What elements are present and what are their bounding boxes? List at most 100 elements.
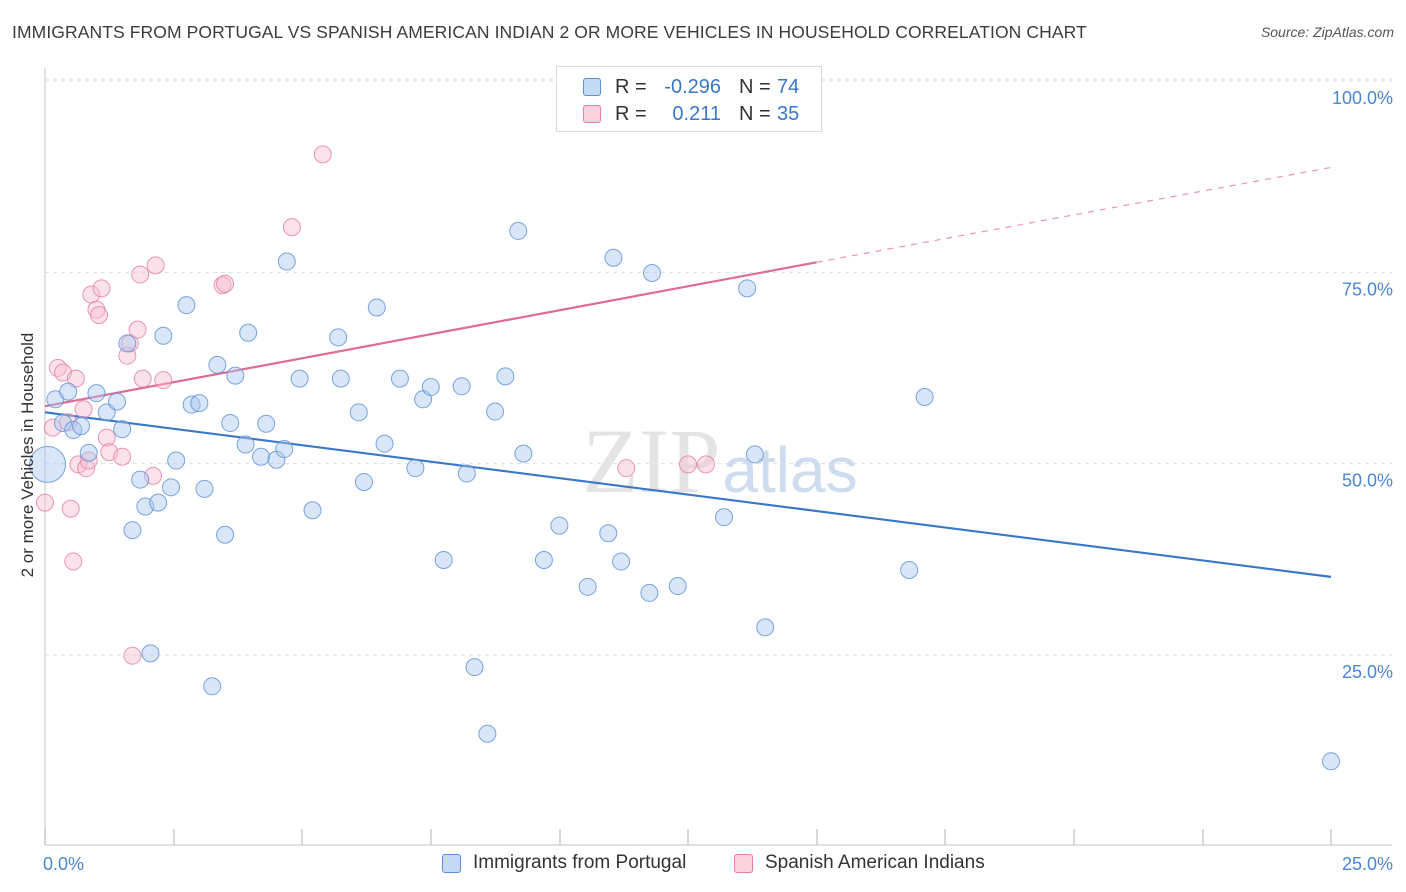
point-portugal (195, 479, 214, 498)
point-portugal (131, 470, 150, 489)
grid-lines (45, 78, 1392, 656)
point-spanish-american-indian (74, 400, 93, 419)
point-portugal (141, 644, 160, 663)
trend-lines (44, 166, 1332, 578)
legend-r-label: R = (615, 75, 647, 98)
legend-r-value: 0.211 (672, 102, 721, 125)
point-portugal (612, 552, 631, 571)
point-portugal (226, 366, 245, 385)
point-spanish-american-indian (697, 455, 716, 474)
point-portugal (421, 378, 440, 397)
point-portugal (375, 434, 394, 453)
point-portugal (349, 403, 368, 422)
series-legend-portugal[interactable]: Immigrants from Portugal (442, 852, 686, 874)
point-spanish-american-indian (679, 455, 697, 474)
point-portugal (496, 367, 515, 386)
series-label-portugal: Immigrants from Portugal (473, 852, 687, 873)
point-portugal (900, 560, 919, 579)
point-portugal (514, 444, 533, 463)
source-label: Source: ZipAtlas.com (1260, 24, 1394, 40)
point-portugal (54, 414, 73, 433)
point-portugal (72, 417, 91, 436)
point-portugal (239, 323, 258, 342)
point-portugal (434, 551, 453, 570)
data-points (29, 145, 1340, 771)
trend-line-extension (816, 166, 1332, 263)
point-portugal (354, 472, 373, 491)
point-portugal (465, 658, 484, 677)
correlation-legend: R = -0.296 N = 74 R = 0.211 N = 35 (556, 66, 822, 132)
point-portugal (290, 369, 309, 388)
point-spanish-american-indian (128, 320, 147, 339)
legend-n-label: N = (739, 102, 771, 125)
point-portugal (738, 279, 757, 298)
point-spanish-american-indian (90, 306, 109, 325)
legend-swatch-spanish-american-indian (583, 105, 601, 123)
point-portugal (756, 618, 775, 637)
point-portugal (236, 435, 255, 454)
point-portugal (29, 445, 67, 483)
y-tick-label: 50.0% (1342, 471, 1393, 491)
watermark-atlas: atlas (722, 434, 857, 506)
point-portugal (275, 440, 294, 459)
point-portugal (745, 445, 764, 464)
point-portugal (177, 296, 196, 315)
series-swatch-portugal (442, 853, 461, 873)
point-spanish-american-indian (313, 145, 332, 164)
point-portugal (59, 382, 78, 401)
x-tick-label: 25.0% (1342, 854, 1393, 874)
legend-n-value: 35 (777, 102, 800, 125)
point-spanish-american-indian (146, 256, 165, 275)
legend-row-spanish-american-indian: R = 0.211 N = 35 (583, 103, 799, 125)
point-portugal (303, 501, 322, 520)
point-portugal (578, 577, 597, 596)
point-portugal (915, 388, 934, 407)
chart-title: IMMIGRANTS FROM PORTUGAL VS SPANISH AMER… (12, 22, 1087, 42)
y-tick-label: 100.0% (1332, 88, 1393, 108)
point-spanish-american-indian (87, 300, 106, 319)
point-portugal (478, 724, 497, 743)
point-spanish-american-indian (92, 279, 111, 298)
point-portugal (167, 451, 186, 470)
legend-n-value: 74 (777, 75, 800, 98)
point-portugal (113, 420, 132, 439)
point-portugal (79, 443, 98, 462)
point-portugal (221, 414, 240, 433)
point-portugal (87, 384, 106, 403)
point-portugal (162, 478, 181, 497)
point-portugal (182, 395, 201, 414)
point-spanish-american-indian (133, 369, 152, 388)
legend-row-portugal: R = -0.296 N = 74 (583, 76, 799, 98)
series-label-spanish-american-indian: Spanish American Indians (765, 852, 985, 873)
point-portugal (452, 377, 471, 396)
point-spanish-american-indian (123, 646, 142, 665)
point-portugal (599, 524, 618, 543)
y-axis-label: 2 or more Vehicles in Household (18, 332, 37, 578)
point-portugal (118, 334, 137, 353)
point-portugal (277, 252, 296, 271)
trend-line-portugal (44, 411, 1332, 578)
point-portugal (203, 677, 222, 696)
point-portugal (252, 447, 271, 466)
series-legend-spanish-american-indian[interactable]: Spanish American Indians (734, 852, 985, 874)
axes (44, 68, 1392, 846)
point-portugal (329, 328, 348, 347)
point-portugal (190, 394, 209, 413)
point-spanish-american-indian (617, 459, 636, 478)
point-portugal (331, 369, 350, 388)
point-portugal (1322, 752, 1340, 771)
point-spanish-american-indian (61, 499, 80, 518)
point-portugal (257, 414, 276, 433)
point-portugal (457, 464, 476, 483)
y-tick-label: 75.0% (1342, 279, 1393, 299)
legend-swatch-portugal (583, 78, 601, 96)
point-portugal (668, 577, 687, 596)
point-portugal (715, 508, 734, 527)
point-portugal (509, 221, 528, 240)
point-portugal (406, 459, 425, 478)
point-portugal (208, 355, 227, 374)
point-portugal (604, 248, 623, 267)
point-spanish-american-indian (79, 451, 98, 470)
point-spanish-american-indian (282, 218, 301, 237)
point-portugal (642, 264, 661, 283)
